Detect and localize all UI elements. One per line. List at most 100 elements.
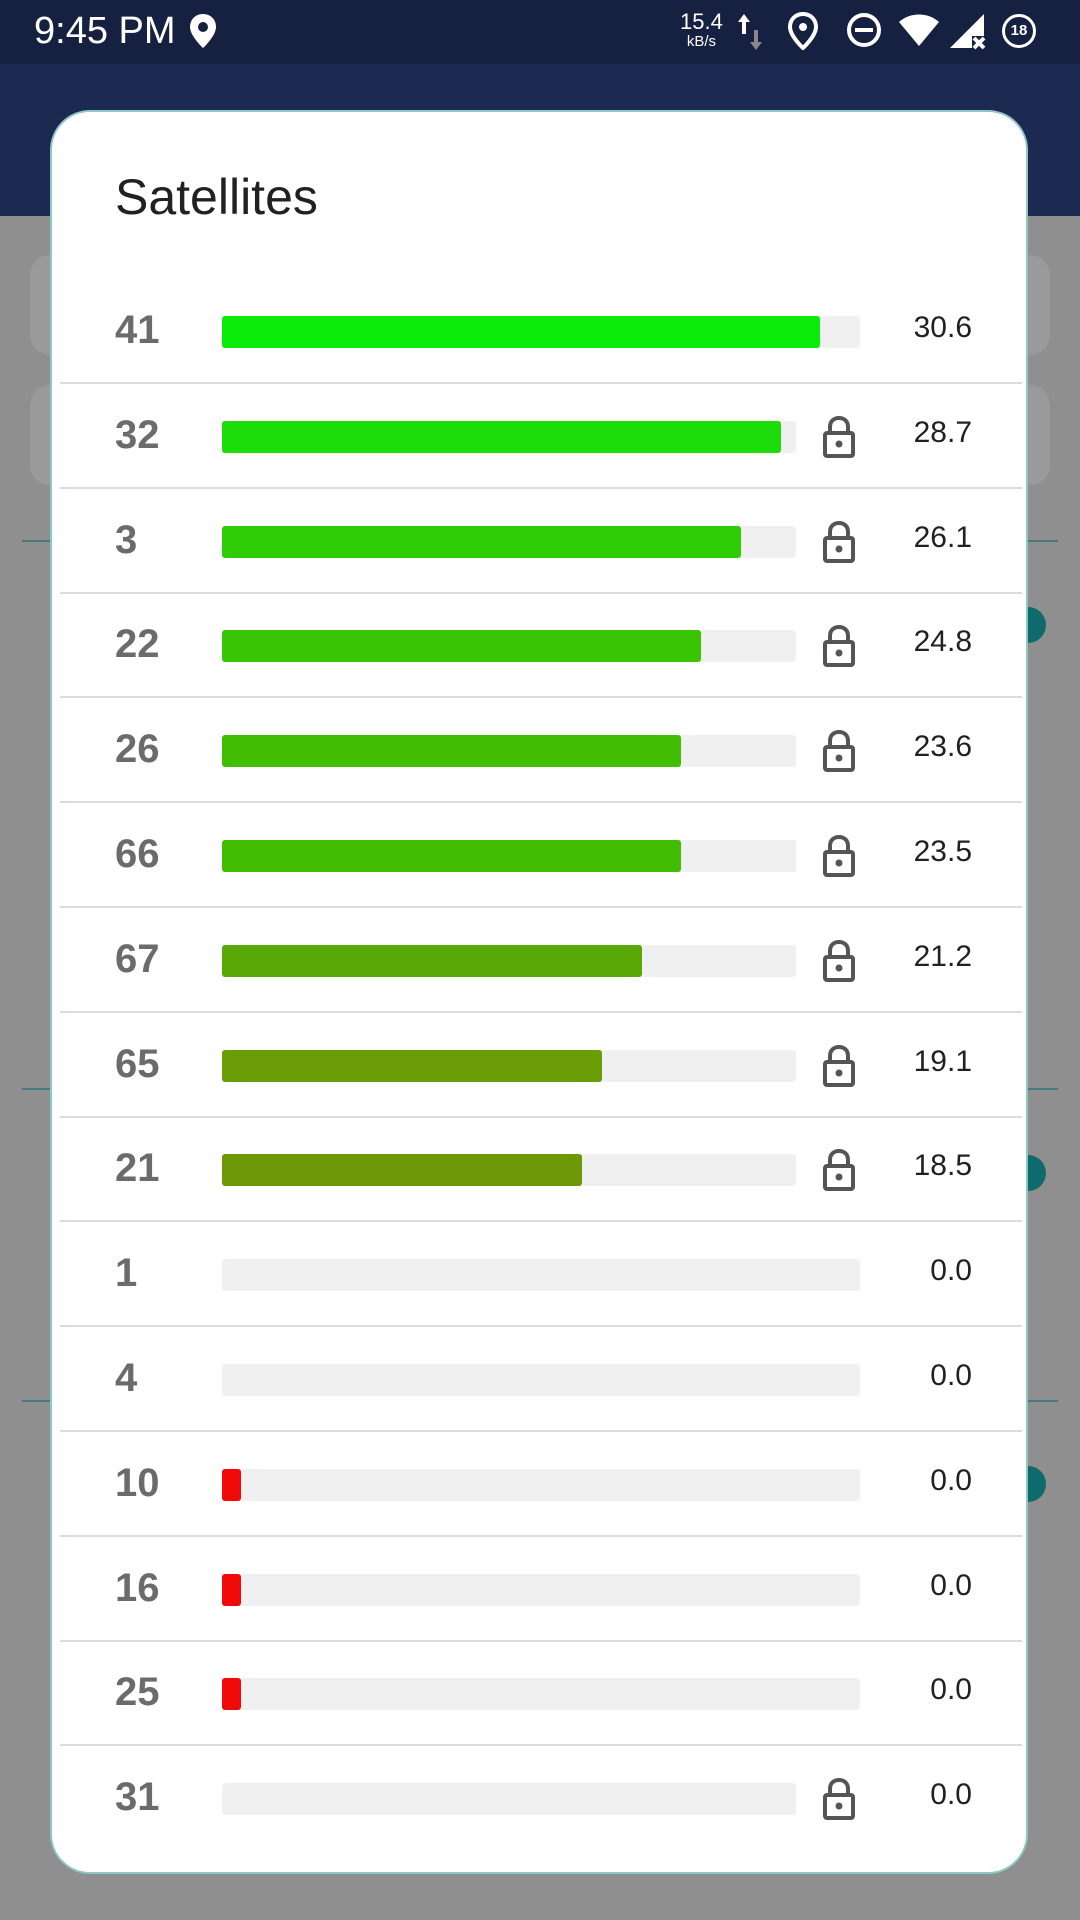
signal-strength-value: 18.5	[913, 1149, 972, 1183]
location-pin-icon	[188, 12, 218, 55]
network-speed-value: 15.4	[680, 9, 723, 34]
satellite-prn: 31	[115, 1775, 160, 1820]
signal-bar-track	[222, 1049, 796, 1082]
signal-strength-value: 28.7	[913, 415, 972, 449]
satellite-row: 66 23.5	[60, 804, 1022, 908]
row-divider	[60, 1220, 1022, 1223]
signal-strength-value: 24.8	[913, 625, 972, 659]
network-speed: 15.4 kB/s	[680, 9, 723, 52]
status-time: 9:45 PM	[34, 10, 176, 52]
status-bar: 9:45 PM 15.4 kB/s 18	[0, 0, 1080, 64]
lock-icon	[822, 1044, 856, 1088]
satellite-prn: 25	[115, 1670, 160, 1715]
satellite-row: 1 0.0	[60, 1223, 1022, 1328]
satellites-dialog: Satellites 41 30.6 32 28.7 3 26.1 22 24.8 26 23.6…	[50, 110, 1028, 1874]
lock-icon	[822, 520, 856, 564]
lock-icon	[822, 624, 856, 668]
row-divider	[60, 382, 1022, 384]
network-speed-unit: kB/s	[686, 33, 716, 50]
satellite-prn: 21	[115, 1146, 160, 1191]
signal-bar-track	[222, 1468, 860, 1501]
satellite-prn: 3	[115, 517, 138, 562]
satellite-row: 41 30.6	[60, 280, 1022, 384]
satellite-prn: 22	[115, 622, 160, 667]
satellite-row: 16 0.0	[60, 1538, 1022, 1642]
satellite-prn: 67	[115, 936, 160, 981]
signal-bar-fill	[222, 420, 781, 453]
row-divider	[60, 486, 1022, 489]
signal-bar-fill	[222, 316, 820, 348]
satellite-row: 10 0.0	[60, 1433, 1022, 1537]
satellite-row: 67 21.2	[60, 909, 1022, 1013]
signal-strength-value: 0.0	[930, 1673, 972, 1707]
row-divider	[60, 1325, 1022, 1328]
row-divider	[60, 801, 1022, 804]
row-divider	[60, 1115, 1022, 1118]
row-divider	[60, 696, 1022, 699]
row-divider	[60, 1639, 1022, 1642]
satellite-row: 21 18.5	[60, 1118, 1022, 1223]
row-divider	[60, 906, 1022, 908]
signal-bar-track	[222, 1154, 796, 1187]
signal-bar-track	[222, 316, 860, 348]
signal-strength-value: 0.0	[930, 1359, 972, 1392]
lock-icon	[822, 729, 856, 773]
signal-bar-track	[222, 840, 796, 872]
signal-strength-value: 19.1	[913, 1044, 972, 1078]
satellite-row: 65 19.1	[60, 1014, 1022, 1118]
satellite-prn: 4	[115, 1356, 138, 1400]
satellite-prn: 16	[115, 1565, 160, 1610]
row-divider	[60, 1010, 1022, 1013]
signal-strength-value: 30.6	[913, 311, 972, 344]
lock-icon	[822, 415, 856, 459]
satellite-row: 4 0.0	[60, 1328, 1022, 1432]
data-transfer-icon	[736, 12, 764, 57]
signal-strength-value: 0.0	[930, 1463, 972, 1497]
signal-bar-fill	[222, 1049, 602, 1082]
signal-bar-track	[222, 735, 796, 768]
signal-strength-value: 26.1	[913, 520, 972, 554]
signal-strength-value: 23.5	[913, 835, 972, 868]
signal-bar-track	[222, 1678, 860, 1711]
location-icon	[787, 11, 819, 55]
satellite-row: 3 26.1	[60, 490, 1022, 594]
signal-bar-track	[222, 944, 796, 977]
signal-bar-track	[222, 420, 796, 453]
signal-strength-value: 0.0	[930, 1254, 972, 1288]
row-divider	[60, 1744, 1022, 1747]
lock-icon	[822, 834, 856, 878]
wifi-icon	[898, 12, 940, 53]
battery-indicator: 18	[1002, 14, 1036, 48]
signal-bar-track	[222, 1259, 860, 1292]
signal-bar-track	[222, 1364, 860, 1396]
signal-bar-fill	[222, 630, 701, 663]
signal-bar-fill	[222, 1573, 241, 1606]
signal-bar-track	[222, 1783, 796, 1816]
satellite-prn: 65	[115, 1041, 160, 1086]
satellite-prn: 10	[115, 1460, 160, 1505]
signal-strength-value: 0.0	[930, 1778, 972, 1812]
satellite-prn: 66	[115, 832, 160, 876]
lock-icon	[822, 939, 856, 983]
signal-bar-fill	[222, 840, 681, 872]
satellite-prn: 26	[115, 727, 160, 772]
lock-icon	[822, 1148, 856, 1192]
satellite-prn: 41	[115, 308, 160, 352]
satellite-row: 32 28.7	[60, 385, 1022, 489]
signal-bar-track	[222, 525, 796, 558]
lock-icon	[822, 1777, 856, 1821]
satellite-prn: 1	[115, 1251, 138, 1296]
row-divider	[60, 591, 1022, 594]
signal-strength-value: 23.6	[913, 730, 972, 764]
satellite-row: 31 0.0	[60, 1747, 1022, 1851]
signal-no-service-icon	[948, 12, 988, 55]
do-not-disturb-icon	[846, 12, 882, 53]
signal-bar-track	[222, 630, 796, 663]
signal-bar-fill	[222, 735, 681, 768]
signal-bar-fill	[222, 944, 642, 977]
signal-bar-fill	[222, 525, 741, 558]
row-divider	[60, 1534, 1022, 1537]
satellite-row: 25 0.0	[60, 1642, 1022, 1747]
signal-bar-track	[222, 1573, 860, 1606]
signal-strength-value: 21.2	[913, 939, 972, 973]
